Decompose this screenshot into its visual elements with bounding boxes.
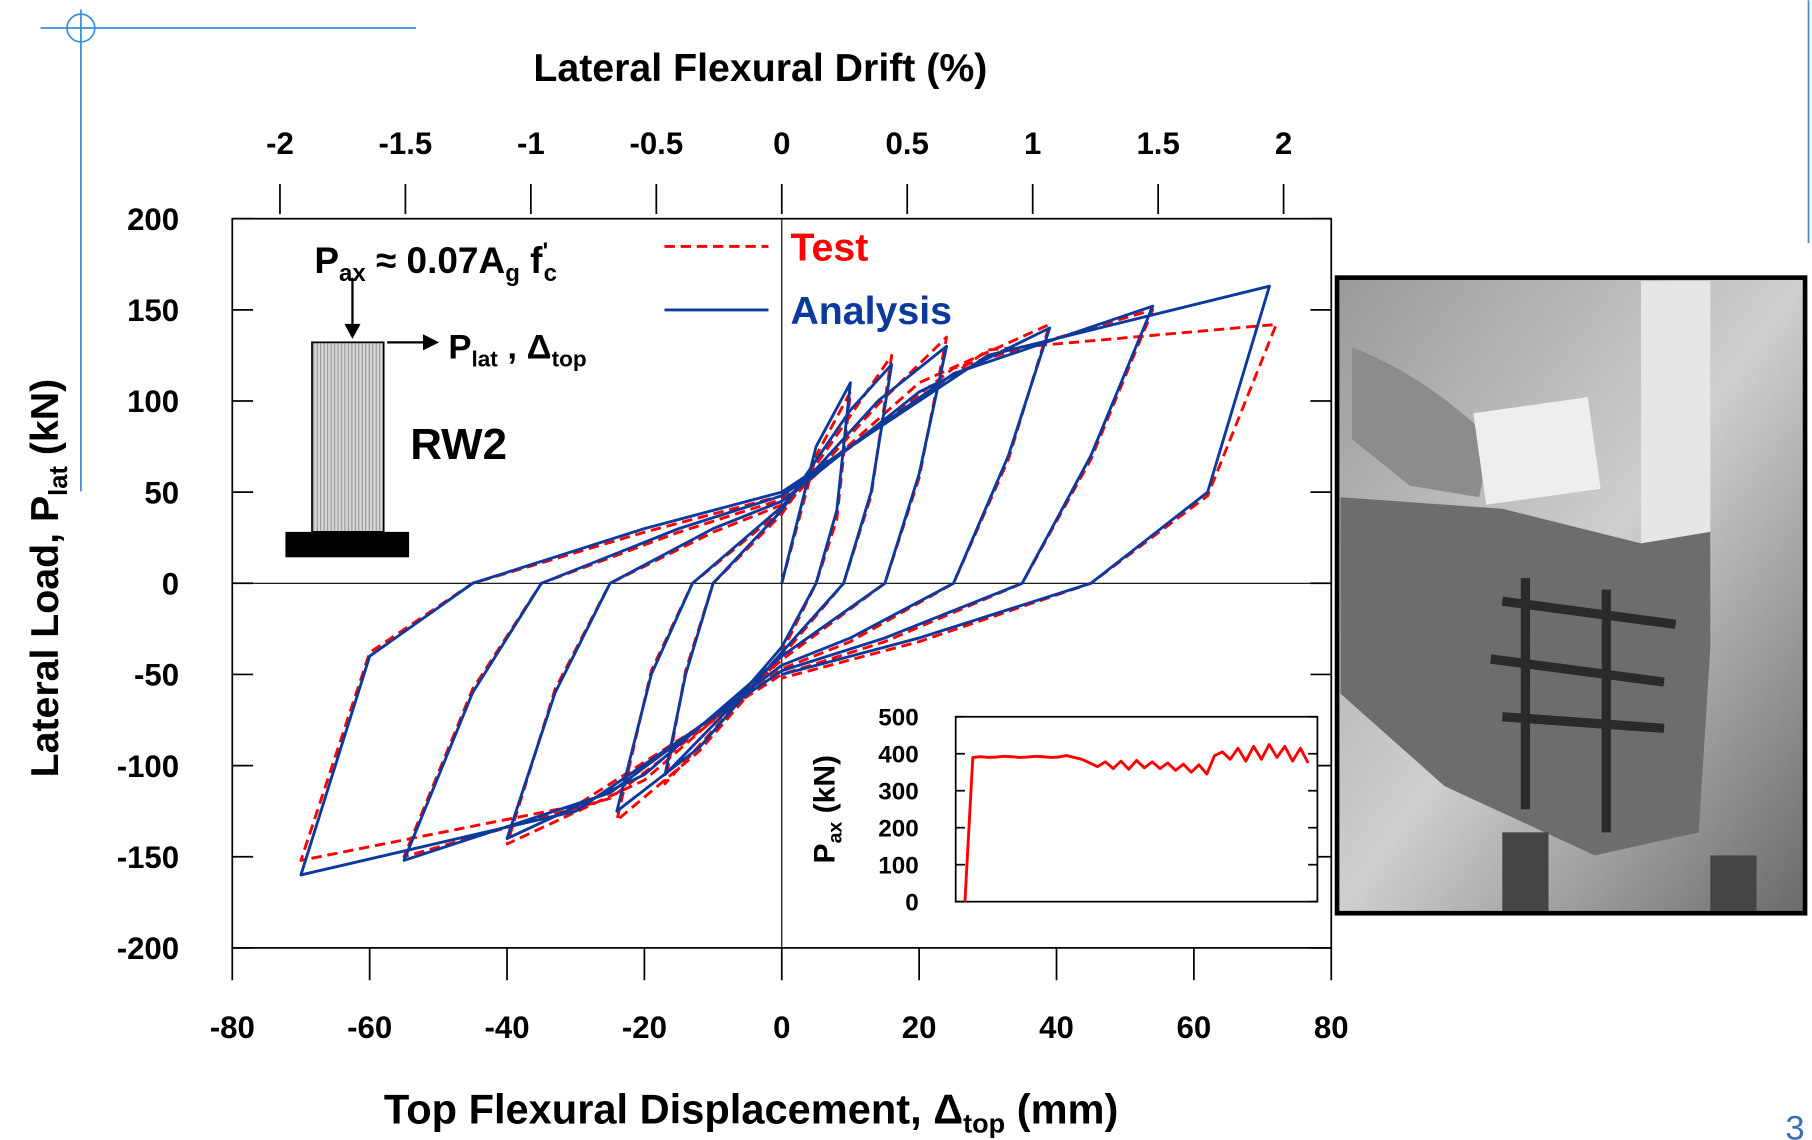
top-tick-label: 2 (1275, 126, 1292, 161)
x-tick-label: 0 (773, 1010, 790, 1045)
top-tick-label: 0.5 (886, 126, 929, 161)
x-tick-label: -80 (210, 1010, 255, 1045)
annotation-sub: lat (472, 346, 499, 371)
x-axis-title: Top Flexural Displacement, Δtop (mm) (384, 1086, 1119, 1139)
annotation-part: , Δ (498, 329, 552, 367)
series-line (299, 284, 1271, 877)
top-tick-label: 0 (773, 126, 790, 161)
x-tick-label: 60 (1177, 1010, 1212, 1045)
y-axis-title-part: Lateral Load, P (23, 496, 67, 778)
series-line (299, 308, 1278, 862)
y-tick-label: 0 (905, 889, 919, 916)
x-tick-label: -20 (622, 1010, 667, 1045)
y-tick-label: 100 (878, 852, 918, 879)
series-line (963, 743, 1310, 902)
top-tick-label: -1 (517, 126, 545, 161)
y-tick-label: 100 (127, 384, 179, 419)
y-tick-label: -200 (117, 931, 179, 966)
specimen-label: RW2 (410, 420, 507, 469)
annotation-part: ≈ 0.07A (366, 240, 505, 281)
lateral-load-annotation: Plat , Δtop (448, 329, 586, 372)
top-tick-label: -1.5 (379, 126, 433, 161)
top-tick-label: -0.5 (629, 126, 683, 161)
y-tick-label: 50 (144, 475, 179, 510)
x-axis-title-part: (mm) (1005, 1086, 1118, 1133)
y-tick-label: 500 (878, 704, 918, 731)
inset-title-sub: ax (824, 822, 846, 844)
plot-frame (954, 715, 1319, 903)
y-tick-label: -150 (117, 840, 179, 875)
inset-y-axis-title: Pax (kN) (808, 755, 846, 864)
y-tick-label: -50 (134, 658, 179, 693)
axial-load-annotation: Pax ≈ 0.07Ag f' c (314, 238, 557, 288)
top-tick-label: 1 (1024, 126, 1041, 161)
annotation-sup: ' (542, 238, 548, 265)
x-axis-title-sub: top (963, 1109, 1005, 1139)
annotation-sub: ax (339, 260, 366, 287)
top-tick-label: -2 (266, 126, 294, 161)
annotation-sub: top (552, 346, 587, 371)
specimen-photo (1334, 275, 1808, 916)
annotation-sub: g (505, 260, 520, 287)
annotation-part: P (448, 329, 471, 367)
annotation-part: f (520, 240, 543, 281)
page-number: 3 (1785, 1110, 1804, 1140)
x-tick-label: 80 (1314, 1010, 1349, 1045)
x-tick-label: 20 (902, 1010, 937, 1045)
legend-label: Analysis (790, 289, 952, 333)
legend-label: Test (790, 225, 868, 269)
y-tick-label: 150 (127, 293, 179, 328)
slide-decoration (40, 0, 1810, 492)
inset-background (955, 716, 1318, 902)
top-axis-title: Lateral Flexural Drift (%) (533, 46, 987, 90)
annotation-part: P (314, 240, 339, 281)
y-axis-title: Lateral Load, Plat (kN) (23, 379, 73, 778)
x-tick-label: 40 (1039, 1010, 1074, 1045)
inset-title-part: (kN) (808, 755, 841, 822)
specimen-sketch (285, 277, 440, 558)
y-tick-label: 200 (878, 815, 918, 842)
y-tick-label: 400 (878, 741, 918, 768)
y-tick-label: -100 (117, 749, 179, 784)
inset-title-part: P (808, 843, 841, 863)
annotation-sub: c (544, 260, 557, 287)
top-tick-label: 1.5 (1136, 126, 1179, 161)
y-tick-label: 200 (127, 202, 179, 237)
x-tick-label: -40 (484, 1010, 529, 1045)
x-tick-label: -60 (347, 1010, 392, 1045)
y-tick-label: 0 (162, 567, 179, 602)
y-axis-title-sub: lat (45, 466, 73, 496)
y-axis-title-part: (kN) (23, 379, 67, 466)
x-axis-title-part: Top Flexural Displacement, Δ (384, 1086, 963, 1133)
y-tick-label: 300 (878, 778, 918, 805)
